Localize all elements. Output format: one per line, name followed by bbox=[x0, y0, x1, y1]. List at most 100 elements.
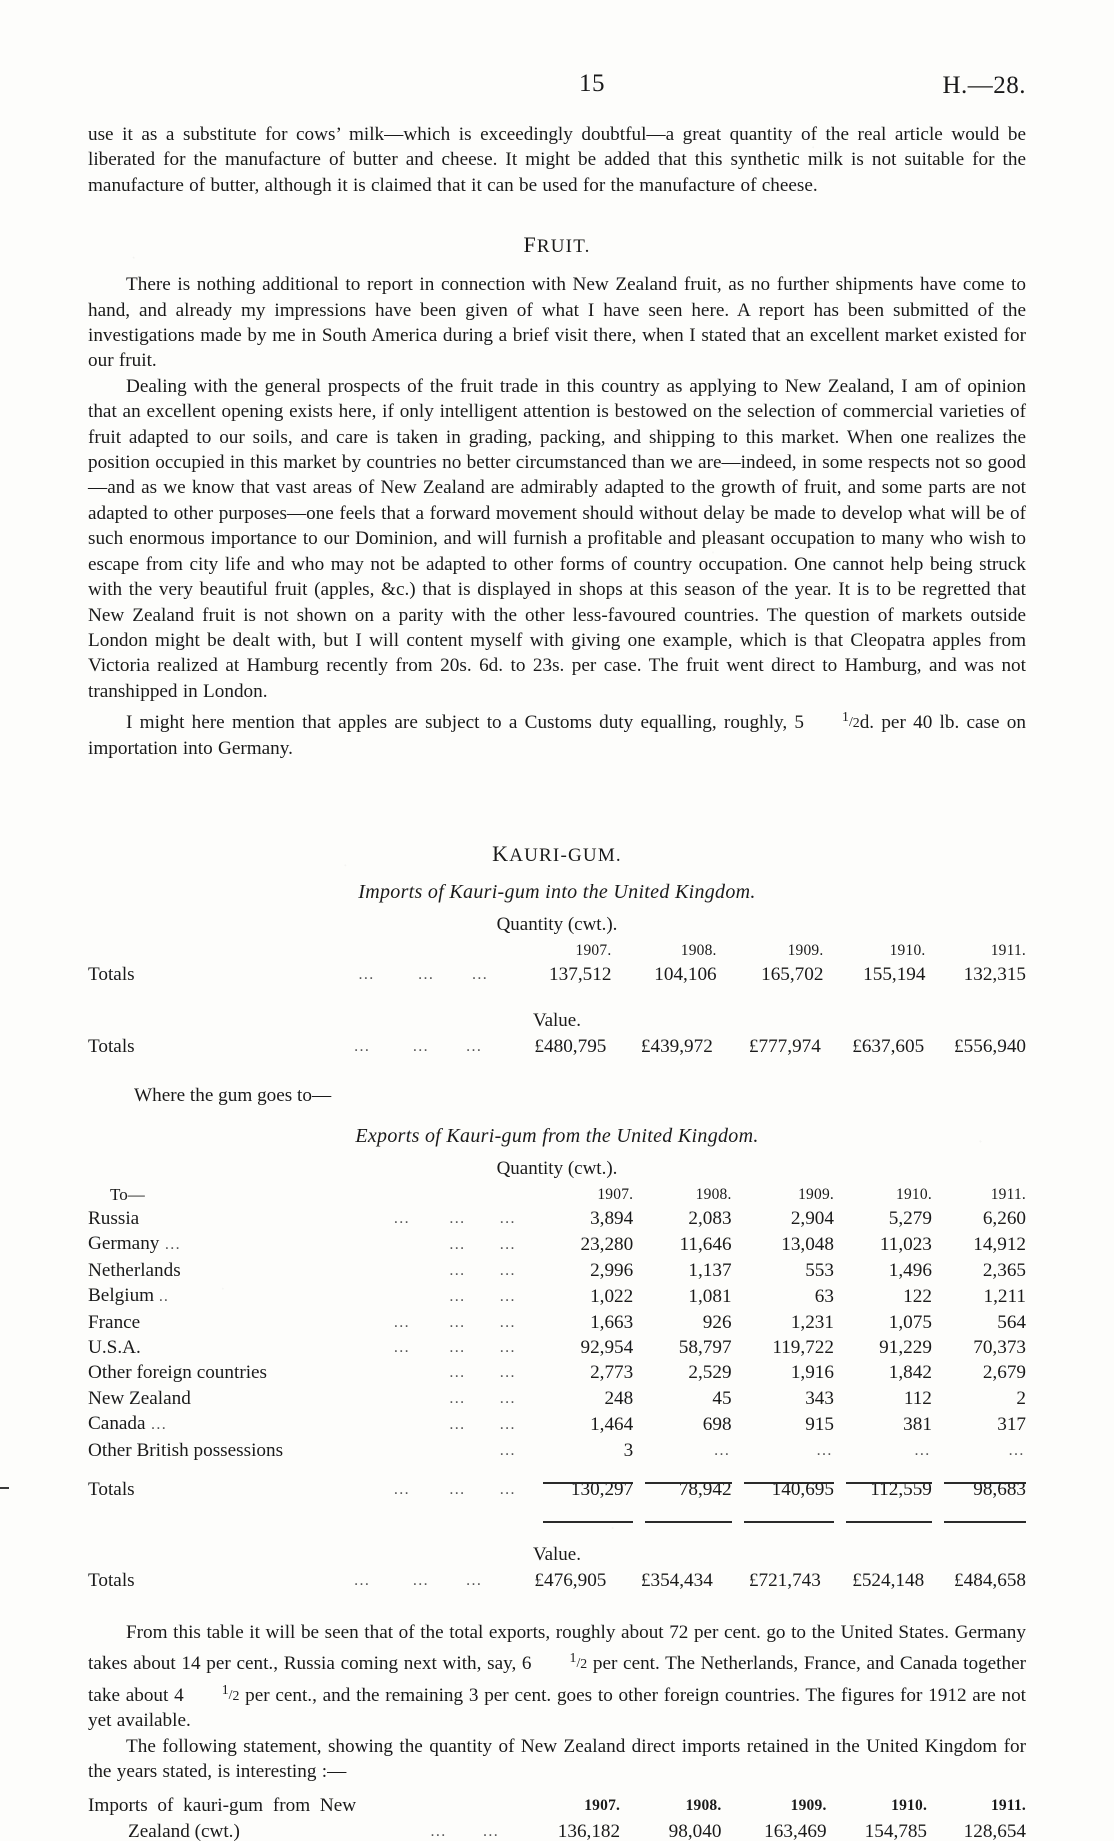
table-row: Russia … … … 3,894 2,083 2,904 5,279 6,2… bbox=[88, 1206, 1026, 1231]
exports-cell: 11,646 bbox=[679, 1234, 732, 1256]
imports-year-1910: 1910. bbox=[889, 942, 926, 960]
exports-cell: 1,663 bbox=[590, 1311, 634, 1333]
imports-value-label: Value. bbox=[532, 1009, 581, 1031]
imports-quantity-label: Quantity (cwt.). bbox=[496, 914, 618, 936]
rule bbox=[845, 1521, 932, 1524]
imports-value-row-label: Totals bbox=[88, 1035, 135, 1057]
exports-cell: 1,231 bbox=[790, 1311, 834, 1333]
section-heading-fruit-initial: F bbox=[523, 232, 537, 258]
rule bbox=[743, 1482, 834, 1485]
retained-header-row: Imports of kauri-gum from New 1907. 1908… bbox=[88, 1793, 1026, 1819]
exports-cell: 2,904 bbox=[790, 1207, 834, 1229]
leader-dots: … bbox=[499, 1288, 518, 1306]
exports-cell: 381 bbox=[903, 1414, 932, 1436]
exports-cell: 2,083 bbox=[688, 1207, 732, 1229]
exports-total-1908: 78,942 bbox=[678, 1479, 732, 1501]
fraction-denominator: 2 bbox=[580, 1656, 588, 1672]
exports-cell: 1,137 bbox=[688, 1259, 732, 1281]
leader-dots: … bbox=[448, 1236, 467, 1254]
exports-cell: 2,529 bbox=[688, 1362, 732, 1384]
table-row: Zealand (cwt.) … … 136,182 98,040 163,46… bbox=[88, 1819, 1026, 1841]
leader-dots: … bbox=[465, 1037, 484, 1055]
fraction-denominator: 2 bbox=[232, 1688, 240, 1704]
imports-year-1909: 1909. bbox=[787, 942, 824, 960]
exports-cell: 45 bbox=[712, 1387, 732, 1409]
exports-cell: 2,773 bbox=[590, 1362, 634, 1384]
rule bbox=[845, 1482, 932, 1485]
page-edge-mark bbox=[0, 1487, 9, 1489]
imports-quantity-1910: 155,194 bbox=[863, 964, 926, 986]
leader-dots: … bbox=[499, 1389, 518, 1407]
leader-dots: … bbox=[499, 1364, 518, 1382]
leader-dots: … bbox=[499, 1481, 518, 1499]
paragraph-closing: The following statement, showing the qua… bbox=[88, 1735, 1026, 1783]
retained-year-1910: 1910. bbox=[891, 1796, 928, 1814]
retained-cell: 98,040 bbox=[668, 1820, 722, 1841]
exports-table: To— 1907. 1908. 1909. 1910. 1911. Russia… bbox=[88, 1184, 1026, 1524]
exports-cell: … bbox=[1008, 1441, 1026, 1459]
exports-cell: 23,280 bbox=[580, 1234, 634, 1256]
retained-cell: 136,182 bbox=[557, 1820, 621, 1841]
leader-dots: … bbox=[448, 1261, 467, 1279]
leader-dots: … bbox=[499, 1441, 518, 1459]
exports-cell: 112 bbox=[903, 1387, 932, 1409]
summary-part-c: per cent., and the remaining 3 per cent.… bbox=[88, 1684, 1026, 1732]
exports-cell: 343 bbox=[805, 1387, 834, 1409]
exports-value-1910: £524,148 bbox=[852, 1570, 925, 1592]
exports-row-label-russia: Russia bbox=[88, 1207, 140, 1229]
rule bbox=[743, 1521, 834, 1524]
leader-dots: … bbox=[448, 1389, 467, 1407]
exports-value-table: Totals … … … £476,905 £354,434 £721,743 … bbox=[88, 1568, 1026, 1593]
section-heading-fruit-rest: RUIT. bbox=[536, 236, 591, 258]
exports-cell: 2 bbox=[1016, 1387, 1026, 1409]
leader-dots: … bbox=[471, 966, 490, 984]
leader-dots: .. bbox=[158, 1288, 169, 1306]
exports-total-1910: 112,559 bbox=[870, 1479, 932, 1501]
leader-dots: … bbox=[499, 1338, 518, 1356]
retained-cell: 128,654 bbox=[963, 1820, 1026, 1841]
retained-cell: 163,469 bbox=[764, 1820, 827, 1841]
leader-dots: … bbox=[448, 1481, 467, 1499]
table-row: Other foreign countries … … 2,773 2,529 … bbox=[88, 1360, 1026, 1385]
imports-value-1907: £480,795 bbox=[534, 1035, 607, 1057]
section-heading-kauri-rest: AURI-GUM. bbox=[509, 845, 622, 867]
exports-cell: 915 bbox=[805, 1414, 834, 1436]
imports-value-1908: £439,972 bbox=[640, 1035, 713, 1057]
fraction-numerator: 1 bbox=[221, 1681, 229, 1697]
paragraph-intro: use it as a substitute for cows’ milk—wh… bbox=[88, 124, 1026, 196]
exports-value-1911: £484,658 bbox=[954, 1570, 1026, 1592]
retained-row1-label-line2: Zealand (cwt.) bbox=[88, 1819, 356, 1841]
table-row: Totals … … … 137,512 104,106 165,702 155… bbox=[88, 962, 1026, 987]
lead-in-where-gum-goes: Where the gum goes to— bbox=[134, 1084, 332, 1106]
page-content: 15 H.—28. use it as a substitute for cow… bbox=[88, 0, 1026, 1841]
leader-dots: … bbox=[393, 1481, 412, 1499]
exports-cell: 2,679 bbox=[982, 1362, 1026, 1384]
exports-cell: 1,022 bbox=[590, 1286, 634, 1308]
exports-cell: 11,023 bbox=[879, 1234, 932, 1256]
exports-cell: 122 bbox=[903, 1286, 932, 1308]
exports-cell: 3,894 bbox=[590, 1207, 634, 1229]
imports-value-1910: £637,605 bbox=[852, 1035, 925, 1057]
exports-row-label-belgium: Belgium .. bbox=[88, 1283, 375, 1309]
imports-value-table: Totals … … … £480,795 £439,972 £777,974 … bbox=[88, 1034, 1026, 1059]
exports-cell: 553 bbox=[805, 1259, 834, 1281]
fraction-one-half: 1/2 bbox=[221, 1681, 240, 1704]
leader-dots: … bbox=[353, 1572, 372, 1590]
leader-dots: … bbox=[393, 1313, 412, 1331]
exports-totals-rule-bottom bbox=[88, 1502, 1026, 1524]
imports-quantity-1911: 132,315 bbox=[963, 964, 1026, 986]
spacer bbox=[88, 988, 1026, 1008]
spacer bbox=[88, 761, 1026, 807]
label-text: Canada bbox=[88, 1413, 146, 1435]
exports-cell: 1,075 bbox=[888, 1311, 932, 1333]
exports-cell: 1,464 bbox=[590, 1414, 634, 1436]
exports-row-label-germany: Germany … bbox=[88, 1231, 375, 1257]
imports-year-1911: 1911. bbox=[990, 942, 1026, 960]
exports-cell: 1,496 bbox=[888, 1259, 932, 1281]
table-row: U.S.A. … … … 92,954 58,797 119,722 91,22… bbox=[88, 1335, 1026, 1360]
exports-value-totals-label: Totals bbox=[88, 1570, 135, 1592]
table-row: Canada … … … 1,464 698 915 381 317 bbox=[88, 1411, 1026, 1437]
exports-cell: 63 bbox=[814, 1286, 834, 1308]
label-text: Belgium bbox=[88, 1285, 155, 1307]
